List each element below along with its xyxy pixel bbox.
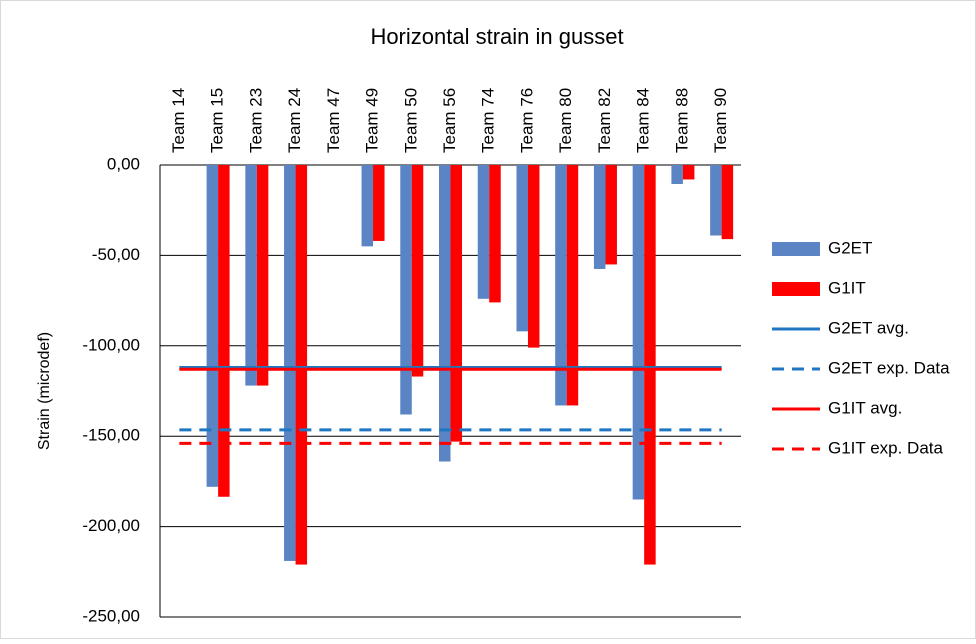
bar bbox=[439, 165, 451, 462]
bar bbox=[566, 165, 579, 406]
y-tick-label: 0,00 bbox=[107, 154, 140, 173]
x-tick-label: Team 24 bbox=[285, 88, 304, 153]
y-axis-label: Strain (microdef) bbox=[36, 332, 53, 450]
y-tick-label: -50,00 bbox=[92, 245, 140, 264]
bar bbox=[489, 165, 501, 303]
x-tick-label: Team 80 bbox=[556, 88, 575, 153]
legend-label: G2ET avg. bbox=[828, 318, 909, 337]
legend-swatch bbox=[772, 282, 820, 296]
bar bbox=[671, 165, 683, 184]
legend-label: G1IT exp. Data bbox=[828, 438, 944, 457]
bar bbox=[721, 165, 734, 240]
bar bbox=[411, 165, 424, 377]
bar bbox=[400, 165, 412, 415]
bar bbox=[218, 165, 230, 497]
bar bbox=[632, 165, 645, 500]
bar bbox=[245, 165, 257, 386]
bar bbox=[206, 165, 219, 487]
bar bbox=[295, 165, 308, 565]
bar bbox=[710, 165, 722, 236]
chart-title: Horizontal strain in gusset bbox=[370, 24, 623, 49]
x-tick-label: Team 76 bbox=[517, 88, 536, 153]
x-tick-label: Team 47 bbox=[324, 88, 343, 153]
bar bbox=[284, 165, 296, 561]
legend-label: G2ET bbox=[828, 238, 872, 257]
x-tick-label: Team 56 bbox=[440, 88, 459, 153]
bar bbox=[373, 165, 385, 241]
bar bbox=[361, 165, 374, 247]
x-tick-label: Team 15 bbox=[208, 88, 227, 153]
legend-label: G1IT bbox=[828, 278, 866, 297]
x-tick-label: Team 82 bbox=[595, 88, 614, 153]
x-tick-label: Team 88 bbox=[672, 88, 691, 153]
x-tick-label: Team 84 bbox=[634, 88, 653, 153]
legend-swatch bbox=[772, 242, 820, 256]
y-tick-label: -250,00 bbox=[82, 606, 140, 625]
bar bbox=[450, 165, 462, 442]
x-tick-label: Team 50 bbox=[401, 88, 420, 153]
bar bbox=[516, 165, 528, 332]
bar bbox=[256, 165, 269, 386]
y-tick-label: -100,00 bbox=[82, 335, 140, 354]
bar bbox=[605, 165, 617, 265]
x-tick-label: Team 90 bbox=[711, 88, 730, 153]
y-tick-label: -150,00 bbox=[82, 426, 140, 445]
x-tick-label: Team 23 bbox=[246, 88, 265, 153]
y-tick-label: -200,00 bbox=[82, 516, 140, 535]
x-tick-label: Team 49 bbox=[363, 88, 382, 153]
bar bbox=[682, 165, 695, 180]
legend-label: G2ET exp. Data bbox=[828, 358, 950, 377]
bar bbox=[555, 165, 567, 406]
x-tick-label: Team 14 bbox=[169, 88, 188, 153]
bar bbox=[644, 165, 656, 565]
legend-label: G1IT avg. bbox=[828, 398, 902, 417]
x-tick-label: Team 74 bbox=[479, 88, 498, 153]
bar bbox=[527, 165, 540, 348]
bar bbox=[593, 165, 606, 269]
bar bbox=[477, 165, 490, 299]
